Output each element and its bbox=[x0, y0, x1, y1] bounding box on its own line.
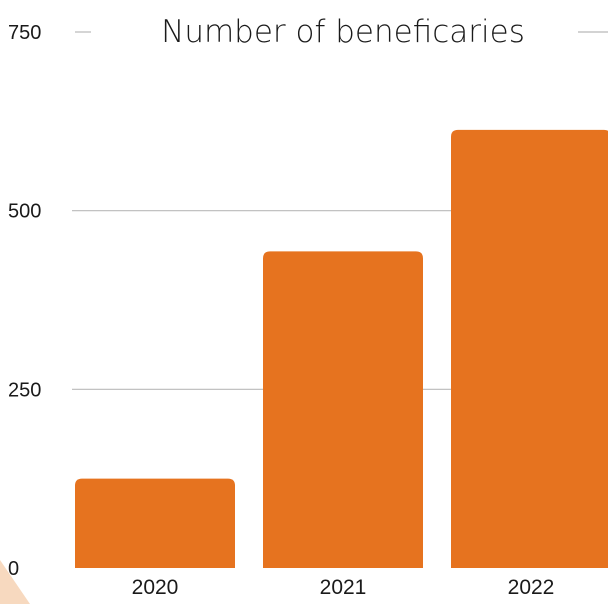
bar-2021 bbox=[263, 251, 423, 569]
x-tick-label-2021: 2021 bbox=[320, 576, 367, 599]
decorative-corner-shape bbox=[0, 560, 30, 604]
y-tick-label: 750 bbox=[8, 22, 41, 44]
y-tick-label: 0 bbox=[8, 558, 19, 580]
x-tick-label-2020: 2020 bbox=[132, 576, 179, 599]
x-tick-label-2022: 2022 bbox=[508, 576, 555, 599]
chart-title: Number of beneficaries bbox=[161, 14, 525, 50]
bar-2022 bbox=[451, 129, 608, 568]
x-axis-ticks: 2020 2021 2022 bbox=[132, 576, 555, 599]
y-tick-label: 250 bbox=[8, 379, 41, 401]
y-tick-label: 500 bbox=[8, 201, 41, 223]
y-axis-ticks: 0 250 500 750 bbox=[8, 22, 41, 580]
bar-2020 bbox=[75, 478, 235, 568]
bars bbox=[75, 129, 608, 569]
